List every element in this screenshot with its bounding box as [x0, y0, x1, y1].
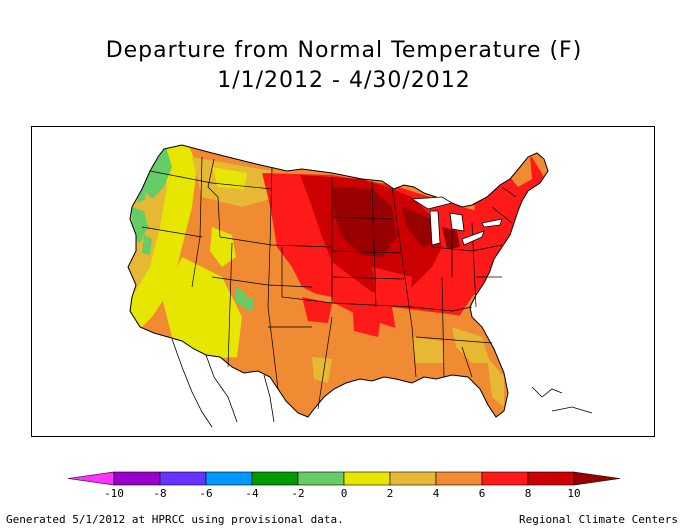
- legend-tick-label: 4: [433, 487, 440, 500]
- date-range: 1/1/2012 - 4/30/2012: [217, 68, 471, 93]
- map-title: Departure from Normal Temperature (F): [105, 38, 583, 63]
- generated-note: Generated 5/1/2012 at HPRCC using provis…: [6, 513, 344, 526]
- legend-bin: [527, 471, 575, 486]
- legend-tick-label: -6: [199, 487, 212, 500]
- legend-bin: [113, 471, 161, 486]
- legend-bin: [389, 471, 437, 486]
- legend-tick-label: 0: [341, 487, 348, 500]
- legend-bin: [481, 471, 529, 486]
- legend-bin-high: [573, 471, 621, 486]
- legend-tick-label: -4: [245, 487, 259, 500]
- great-lakes: [410, 196, 503, 246]
- state-boundaries: [141, 156, 517, 410]
- legend-bin: [435, 471, 483, 486]
- legend-tick-label: 10: [567, 487, 580, 500]
- source-credit: Regional Climate Centers: [519, 513, 678, 526]
- legend-bin: [159, 471, 207, 486]
- legend-tick-label: 6: [479, 487, 486, 500]
- color-legend: -10 -8 -6 -4 -2 0 2 4 6 8 10: [67, 471, 621, 500]
- legend-tick-label: -8: [153, 487, 166, 500]
- legend-tick-label: -10: [104, 487, 124, 500]
- temperature-departure-map: [127, 144, 593, 428]
- legend-bin: [251, 471, 299, 486]
- legend-bin-low: [67, 471, 115, 486]
- legend-tick-label: -2: [291, 487, 304, 500]
- legend-bin: [297, 471, 345, 486]
- legend-bin: [343, 471, 391, 486]
- mexico-coast: [171, 338, 593, 428]
- anomaly-fill: [128, 145, 548, 417]
- legend-tick-label: 2: [387, 487, 394, 500]
- map-frame: [31, 126, 655, 437]
- legend-bin: [205, 471, 253, 486]
- legend-tick-label: 8: [525, 487, 532, 500]
